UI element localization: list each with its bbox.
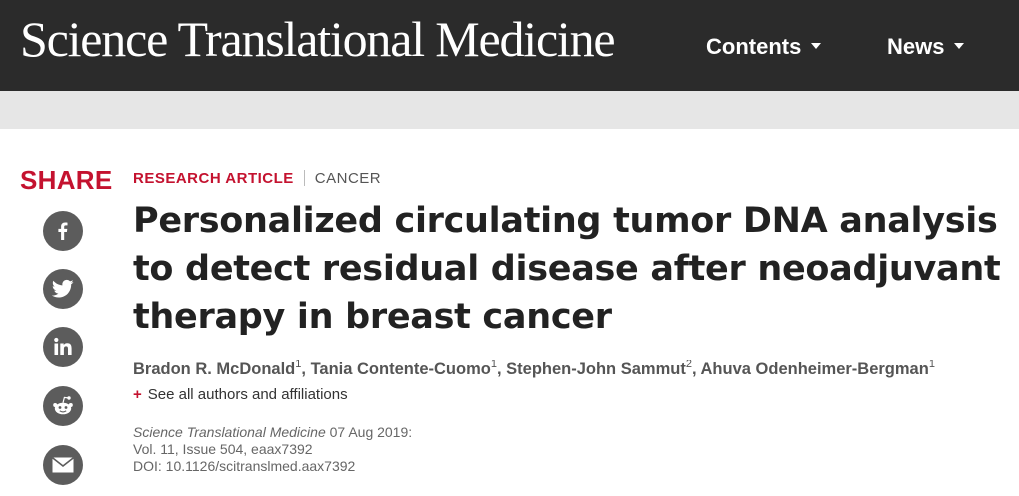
article-subject[interactable]: CANCER bbox=[314, 170, 382, 187]
journal-name: Science Translational Medicine bbox=[133, 424, 326, 440]
plus-icon: + bbox=[133, 386, 142, 403]
share-facebook-button[interactable] bbox=[43, 211, 83, 251]
author-name[interactable]: Stephen-John Sammut bbox=[506, 360, 686, 378]
see-all-authors-link[interactable]: + See all authors and affiliations bbox=[133, 386, 348, 403]
article-kicker: RESEARCH ARTICLE CANCER bbox=[133, 170, 381, 187]
nav-contents[interactable]: Contents bbox=[706, 34, 822, 60]
citation-journal-line: Science Translational Medicine 07 Aug 20… bbox=[133, 424, 412, 441]
chevron-down-icon bbox=[811, 43, 822, 50]
publication-date: 07 Aug 2019: bbox=[329, 424, 413, 440]
email-icon bbox=[52, 457, 74, 473]
author-name[interactable]: Tania Contente-Cuomo bbox=[310, 360, 491, 378]
twitter-icon bbox=[52, 279, 74, 298]
share-email-button[interactable] bbox=[43, 445, 83, 485]
linkedin-icon bbox=[54, 337, 72, 355]
facebook-icon bbox=[58, 222, 68, 240]
author-name[interactable]: Ahuva Odenheimer-Bergman bbox=[700, 360, 929, 378]
article-title: Personalized circulating tumor DNA analy… bbox=[133, 201, 1001, 337]
share-twitter-button[interactable] bbox=[43, 269, 83, 309]
nav-contents-label: Contents bbox=[706, 34, 802, 59]
article-type[interactable]: RESEARCH ARTICLE bbox=[133, 170, 294, 187]
nav-news-label: News bbox=[887, 34, 945, 59]
site-logo[interactable]: Science Translational Medicine bbox=[20, 11, 616, 67]
author-affiliation[interactable]: 1 bbox=[295, 360, 302, 370]
share-linkedin-button[interactable] bbox=[43, 327, 83, 367]
citation-doi[interactable]: DOI: 10.1126/scitranslmed.aax7392 bbox=[133, 458, 356, 474]
see-all-label: See all authors and affiliations bbox=[147, 386, 348, 403]
author-affiliation[interactable]: 2 bbox=[685, 360, 692, 370]
chevron-down-icon bbox=[954, 43, 965, 50]
site-header: Science Translational Medicine Contents … bbox=[0, 0, 1019, 91]
citation-volume: Vol. 11, Issue 504, eaax7392 bbox=[133, 441, 313, 457]
reddit-icon bbox=[53, 396, 73, 415]
author-affiliation[interactable]: 1 bbox=[928, 360, 935, 370]
author-affiliation[interactable]: 1 bbox=[490, 360, 497, 370]
subheader-bar bbox=[0, 91, 1019, 129]
kicker-divider bbox=[303, 170, 305, 187]
nav-news[interactable]: News bbox=[887, 34, 965, 60]
share-title: SHARE bbox=[20, 165, 113, 195]
citation: Science Translational Medicine 07 Aug 20… bbox=[133, 424, 412, 475]
author-name[interactable]: Bradon R. McDonald bbox=[133, 360, 296, 378]
share-reddit-button[interactable] bbox=[43, 386, 83, 426]
author-list: Bradon R. McDonald1, Tania Contente-Cuom… bbox=[133, 360, 935, 378]
